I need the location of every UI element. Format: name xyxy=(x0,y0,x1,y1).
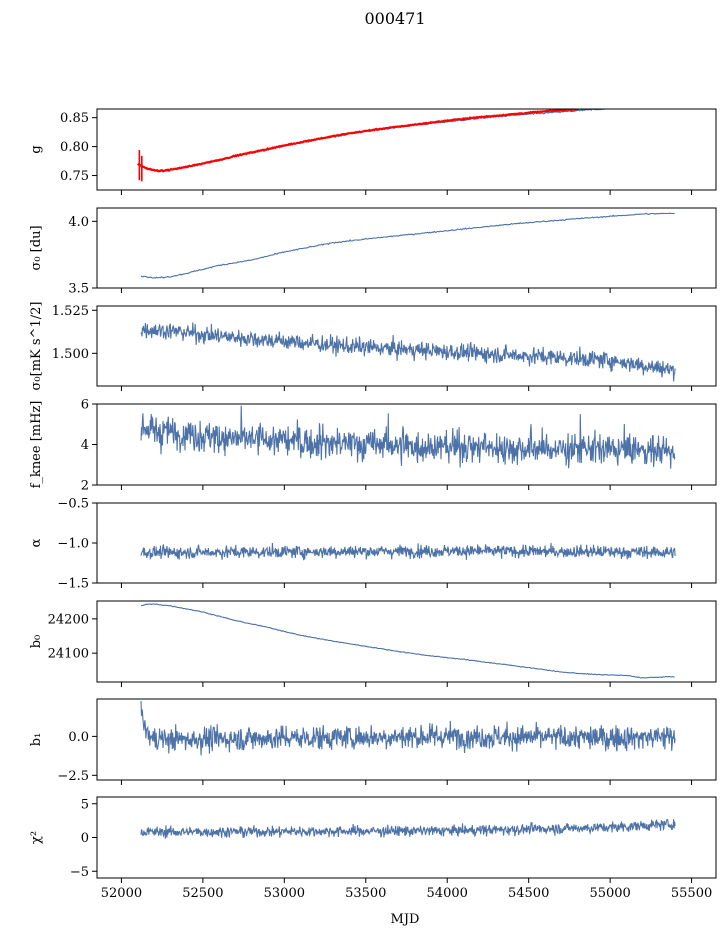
y-tick-label: 0.0 xyxy=(68,730,89,745)
x-tick-label: 55500 xyxy=(671,886,712,901)
y-tick-label: 24200 xyxy=(48,612,89,627)
x-tick-label: 54000 xyxy=(427,886,468,901)
series-line-4-1 xyxy=(140,405,676,469)
y-tick-label: 5 xyxy=(81,797,89,812)
y-axis-label-2: σ₀ [du] xyxy=(29,225,44,270)
y-tick-label: −2.5 xyxy=(57,769,89,784)
x-tick-label: 53000 xyxy=(264,886,305,901)
y-tick-label: 0.80 xyxy=(60,140,89,155)
y-tick-label: −1.5 xyxy=(57,577,89,592)
axes-frame-2 xyxy=(96,207,717,289)
y-tick-label: 2 xyxy=(81,479,89,494)
panel-6: 24100 24200 b₀ xyxy=(29,600,717,687)
x-tick-label: 52500 xyxy=(182,886,223,901)
y-tick-label: 0.85 xyxy=(60,111,89,126)
axes-frame-3 xyxy=(96,305,717,387)
y-axis-label-7: b₁ xyxy=(29,733,44,747)
y-axis-label-6: b₀ xyxy=(29,635,44,649)
axes-frame-1 xyxy=(96,108,717,191)
x-axis-label: MJD xyxy=(391,912,420,927)
y-tick-label: 3.5 xyxy=(68,282,89,297)
panel-8: −5 0 5 52000 52500 53000 53500 54000 54500 55000 5… xyxy=(29,796,717,901)
axes-frame-6 xyxy=(96,600,717,683)
axes-frame-5 xyxy=(96,502,717,584)
y-tick-label: 4.0 xyxy=(68,215,89,230)
y-axis-label-3: σ₀[mK s^1/2] xyxy=(29,302,44,391)
y-axis-label-4: f_knee [mHz] xyxy=(29,401,44,489)
y-tick-label: 24100 xyxy=(48,647,89,662)
y-tick-label: −0.5 xyxy=(57,497,89,512)
x-tick-label: 52000 xyxy=(101,886,142,901)
panel-4: 2 4 6 f_knee [mHz] xyxy=(29,398,717,494)
panels: 0.75 0.80 0.85 g 3.5 4.0 σ₀ [du] 1.500 1.525 σ₀[m… xyxy=(29,108,717,901)
series-line-6-1 xyxy=(140,603,675,679)
y-tick-label: 0.75 xyxy=(60,169,89,184)
y-tick-label: 1.500 xyxy=(52,347,89,362)
y-tick-label: 0 xyxy=(81,831,89,846)
y-tick-label: 1.525 xyxy=(52,304,89,319)
y-axis-label-1: g xyxy=(29,145,44,153)
y-axis-label-5: α xyxy=(29,538,44,547)
axes-frame-8 xyxy=(96,796,717,879)
series-line-8-1 xyxy=(140,818,676,839)
series-line-3-1 xyxy=(140,322,676,382)
series-line-5-1 xyxy=(140,542,676,561)
y-tick-label: 4 xyxy=(81,438,89,453)
x-tick-label: 55000 xyxy=(589,886,630,901)
panel-1: 0.75 0.80 0.85 g xyxy=(29,108,717,195)
x-tick-label: 54500 xyxy=(508,886,549,901)
series-line-1-1 xyxy=(137,109,626,173)
y-tick-label: −1.0 xyxy=(57,537,89,552)
series-line-1-2 xyxy=(137,109,595,173)
panel-5: −1.5 −1.0 −0.5 α xyxy=(29,497,717,592)
axes-frame-7 xyxy=(96,698,717,781)
panel-3: 1.500 1.525 σ₀[mK s^1/2] xyxy=(29,302,717,391)
series-line-2-1 xyxy=(140,212,675,279)
panel-7: −2.5 0.0 b₁ xyxy=(29,698,717,785)
panel-2: 3.5 4.0 σ₀ [du] xyxy=(29,207,717,297)
y-tick-label: 6 xyxy=(81,398,89,413)
figure-title: 000471 xyxy=(364,9,425,28)
x-tick-label: 53500 xyxy=(345,886,386,901)
y-tick-label: −5 xyxy=(70,865,89,880)
series-line-7-1 xyxy=(140,700,676,756)
y-axis-label-8: χ² xyxy=(29,831,44,844)
